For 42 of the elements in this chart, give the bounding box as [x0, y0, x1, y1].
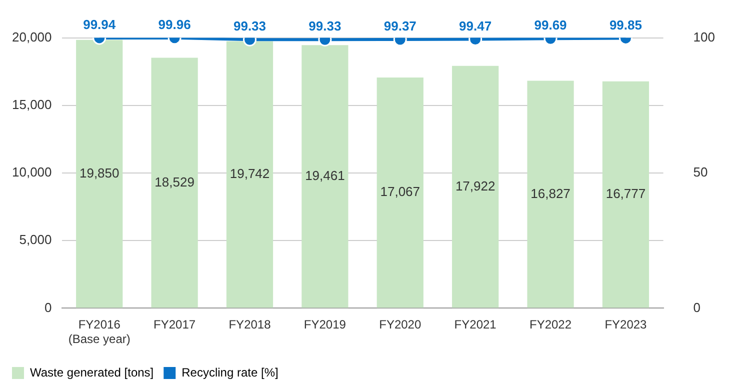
y-tick-label: 20,000: [12, 29, 52, 44]
data-label: 17,922: [455, 178, 496, 194]
data-label: 16,777: [606, 186, 646, 202]
legend-label: Recycling rate [%]: [182, 365, 278, 380]
x-tick-label: FY2019: [304, 318, 346, 332]
data-label: 99.85: [609, 17, 642, 32]
y-tick-label: 0: [44, 300, 52, 315]
legend-label: Waste generated [tons]: [30, 365, 154, 380]
bar: [527, 80, 574, 308]
bar: [452, 66, 499, 308]
bar: [602, 81, 650, 308]
data-label: 17,067: [380, 184, 420, 200]
y2-tick-label: 0: [693, 300, 701, 315]
data-label: 19,461: [305, 168, 345, 183]
data-label: 99.94: [83, 17, 116, 32]
bar: [151, 58, 198, 308]
x-tick-label: FY2017: [154, 318, 196, 332]
y-tick-label: 15,000: [12, 96, 52, 112]
data-label: 99.69: [534, 18, 567, 33]
y2-tick-label: 50: [693, 164, 708, 180]
x-tick-label: FY2016 (Base year): [68, 318, 130, 346]
bar: [376, 77, 424, 308]
x-tick-label: FY2023: [604, 318, 648, 332]
data-label: 19,742: [230, 166, 270, 182]
y2-tick-label: 100: [693, 29, 716, 44]
bar: [76, 40, 123, 308]
data-label: 99.47: [459, 18, 492, 34]
bar: [302, 45, 348, 308]
data-label: 18,529: [154, 174, 194, 190]
data-label: 99.33: [308, 18, 342, 34]
data-label: 99.37: [384, 18, 416, 34]
x-tick-label: FY2022: [530, 318, 572, 332]
y-tick-label: 5,000: [19, 232, 52, 248]
y-tick-label: 10,000: [12, 164, 52, 180]
data-label: 99.33: [233, 18, 266, 34]
bar: [226, 41, 274, 308]
data-label: 99.96: [158, 16, 191, 32]
x-tick-label: FY2020: [379, 318, 422, 332]
x-tick-label: FY2018: [228, 318, 272, 332]
x-tick-label: FY2021: [454, 318, 497, 332]
data-label: 16,827: [530, 186, 570, 201]
data-label: 19,850: [79, 165, 120, 180]
